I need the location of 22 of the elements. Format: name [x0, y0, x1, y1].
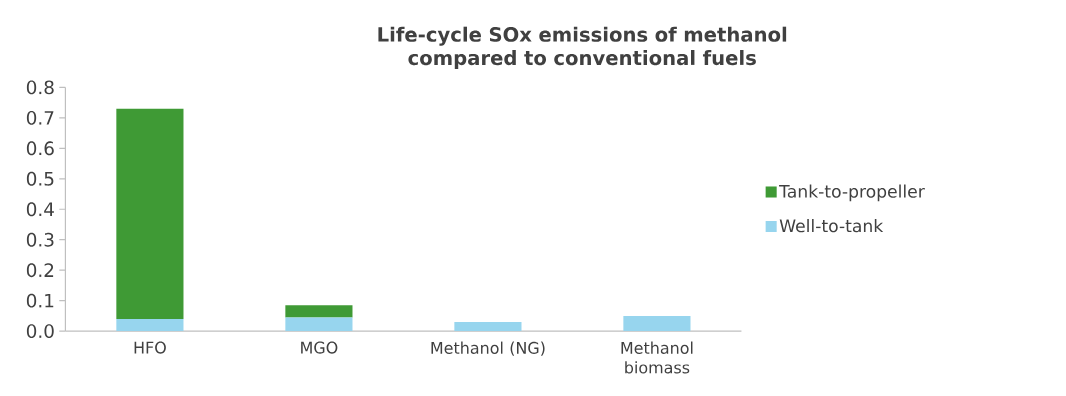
- y-tick-label: 0.7: [26, 111, 54, 126]
- y-tick-label: 0.5: [26, 172, 54, 186]
- legend-label: Tank-to-propeller: [779, 184, 925, 202]
- chart-title: Life-cycle SOx emissions of methanol compared to conventional fuels: [378, 26, 787, 70]
- x-tick-label: Methanol (NG): [431, 341, 545, 357]
- bar: [454, 322, 522, 332]
- y-tick-label: 0.1: [26, 293, 54, 308]
- y-tick-label: 0.4: [26, 202, 54, 217]
- bar: [623, 316, 691, 332]
- bar: [116, 319, 184, 332]
- legend-label: Well-to-tank: [779, 219, 884, 233]
- y-tick-label: 0.2: [26, 263, 54, 278]
- bar: [116, 108, 184, 320]
- y-tick-label: 0.6: [26, 141, 54, 156]
- y-tick-label: 0.0: [26, 324, 54, 339]
- y-tick-label: 0.8: [26, 80, 54, 95]
- bar: [285, 305, 353, 318]
- x-tick-label: HFO: [134, 341, 166, 354]
- y-tick-label: 0.3: [26, 233, 54, 247]
- x-tick-label: MGO: [301, 341, 338, 354]
- x-tick-label: Methanol biomass: [621, 341, 693, 374]
- bar: [285, 317, 353, 332]
